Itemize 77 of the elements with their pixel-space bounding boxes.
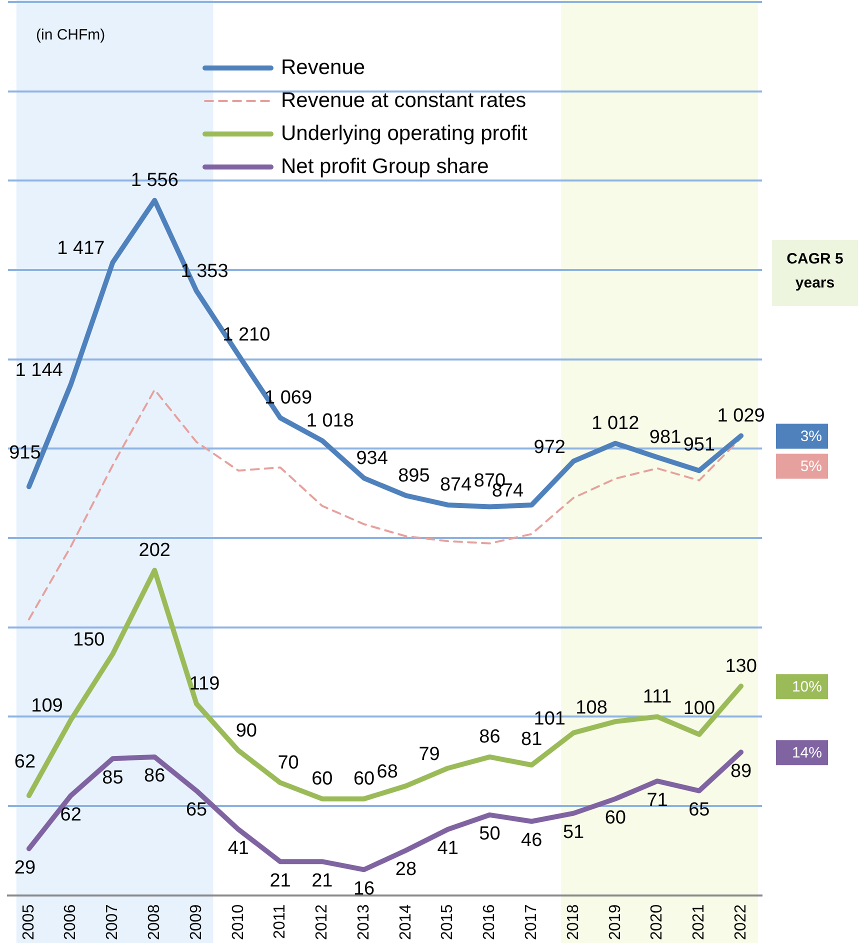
x-tick-label: 2010 xyxy=(230,904,247,940)
text: 3% xyxy=(800,428,822,445)
legend-label: Underlying operating profit xyxy=(281,122,528,145)
data-label: 89 xyxy=(730,760,752,782)
text: 10% xyxy=(792,678,822,696)
data-label: 1 556 xyxy=(130,170,178,192)
data-label: 972 xyxy=(534,436,566,458)
x-tick-label: 2008 xyxy=(146,904,164,940)
data-label: 85 xyxy=(102,767,124,788)
data-label: 1 029 xyxy=(717,405,765,426)
data-label: 86 xyxy=(144,766,166,787)
data-label: 86 xyxy=(479,726,500,748)
data-label: 100 xyxy=(683,698,716,720)
x-tick-label: 2018 xyxy=(564,904,582,940)
data-label: 1 018 xyxy=(306,410,354,432)
legend-label: Revenue at constant rates xyxy=(281,88,526,112)
data-label: 981 xyxy=(649,426,682,448)
data-label: 79 xyxy=(418,744,440,765)
data-label: 874 xyxy=(440,474,472,496)
x-tick-label: 2014 xyxy=(397,904,414,940)
text: 5% xyxy=(800,458,822,475)
data-label: 21 xyxy=(312,870,333,892)
data-label: 1 012 xyxy=(592,413,640,434)
data-label: 29 xyxy=(14,857,36,878)
data-label: 915 xyxy=(9,442,41,464)
data-label: 62 xyxy=(60,804,82,826)
data-label: 50 xyxy=(479,824,500,845)
text: CAGR 5 years xyxy=(786,250,844,292)
x-tick-label: 2022 xyxy=(732,904,750,940)
data-label: 202 xyxy=(138,540,170,561)
data-label: 41 xyxy=(228,838,249,860)
x-tick-label: 2021 xyxy=(690,904,708,940)
data-label: 109 xyxy=(31,696,63,717)
data-label: 951 xyxy=(683,434,716,456)
data-label: 46 xyxy=(521,830,542,852)
data-label: 70 xyxy=(278,752,299,774)
data-label: 111 xyxy=(642,686,672,708)
x-tick-label: 2013 xyxy=(355,904,372,940)
data-label: 81 xyxy=(521,728,542,750)
annotation: (in CHFm) xyxy=(36,26,106,44)
x-tick-label: 2005 xyxy=(20,904,38,940)
data-label: 895 xyxy=(398,465,430,486)
data-label: 68 xyxy=(376,762,398,783)
data-label: 150 xyxy=(73,630,105,651)
data-label: 1 144 xyxy=(15,360,64,382)
x-tick-label: 2011 xyxy=(272,904,289,939)
data-label: 51 xyxy=(562,822,584,844)
legend-label: Net profit Group share xyxy=(281,154,489,178)
data-label: 1 069 xyxy=(264,388,312,409)
data-label: 130 xyxy=(725,656,757,677)
x-tick-label: 2019 xyxy=(606,904,624,940)
data-label: 65 xyxy=(688,800,710,821)
data-label: 1 417 xyxy=(57,238,105,260)
x-tick-label: 2017 xyxy=(523,904,540,940)
x-tick-label: 2015 xyxy=(439,904,456,940)
data-label: 41 xyxy=(437,838,458,860)
data-label: 21 xyxy=(270,870,291,892)
x-tick-label: 2007 xyxy=(104,904,122,940)
data-label: 62 xyxy=(14,751,36,772)
data-label: 71 xyxy=(646,790,668,811)
data-label: 108 xyxy=(576,697,608,718)
data-label: 16 xyxy=(353,878,375,900)
text: 14% xyxy=(792,744,822,762)
x-tick-label: 2006 xyxy=(62,904,80,940)
data-label: 101 xyxy=(534,708,566,730)
data-label: 60 xyxy=(312,768,333,790)
legend-label: Revenue xyxy=(281,56,366,79)
data-label: 60 xyxy=(604,808,626,829)
data-label: 28 xyxy=(395,859,417,880)
data-label: 65 xyxy=(186,800,208,821)
x-tick-label: 2020 xyxy=(648,904,666,940)
x-tick-label: 2012 xyxy=(314,904,331,940)
data-label: 934 xyxy=(356,448,388,469)
data-label: 60 xyxy=(353,768,375,790)
x-tick-label: 2016 xyxy=(481,904,498,940)
data-label: 90 xyxy=(236,720,257,742)
x-tick-label: 2009 xyxy=(188,904,205,940)
